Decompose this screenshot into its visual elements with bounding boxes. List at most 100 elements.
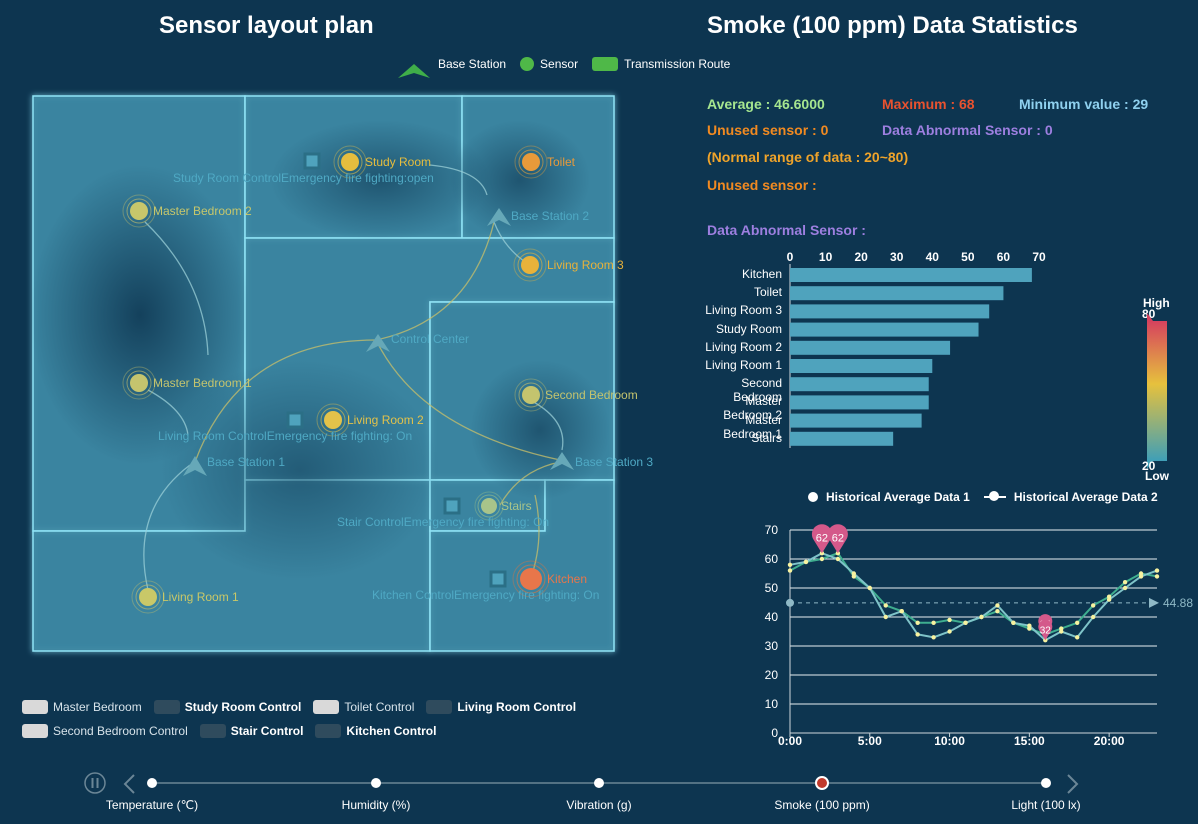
label-living-room-1: Living Room 1 <box>162 590 239 604</box>
bar-category-label: Stairs <box>751 430 782 445</box>
bottom-legend-label: Master Bedroom <box>53 700 142 714</box>
bottom-legend-item[interactable]: Kitchen Control <box>315 724 436 738</box>
stat-abnormal-label: Data Abnormal Sensor : <box>707 222 866 238</box>
legend-swatch-icon <box>22 724 48 738</box>
timeline-point[interactable] <box>594 778 604 788</box>
base-station-2-icon <box>487 208 511 226</box>
bar-category-label: Toilet <box>753 285 782 300</box>
study-control-icon <box>303 152 321 170</box>
bottom-legend-label: Stair Control <box>230 724 304 738</box>
legend-series-2-icon[interactable] <box>983 491 1006 501</box>
label-second-bedroom: Second Bedroom <box>545 388 638 402</box>
visual-map-top-handle-icon <box>1147 313 1153 321</box>
legend-sensor-label: Sensor <box>540 57 579 71</box>
visual-map-gradient[interactable] <box>1143 307 1173 472</box>
stat-abnormal-count: Data Abnormal Sensor : 0 <box>882 122 1053 138</box>
stair-control-icon <box>443 497 461 515</box>
legend-swatch-icon <box>199 724 226 738</box>
base-stations <box>183 208 574 476</box>
bar-category-label: Kitchen <box>741 267 782 281</box>
label-master-bedroom-1: Master Bedroom 1 <box>153 376 252 390</box>
timeline-label[interactable]: Light (100 lx) <box>1011 798 1081 812</box>
visual-map-high-label: High <box>1143 296 1170 310</box>
bottom-legend-item[interactable]: Master Bedroom <box>22 700 142 714</box>
legend-swatch-icon <box>313 700 340 714</box>
sensor-study-icon <box>333 145 367 179</box>
label-toilet: Toilet <box>547 155 576 169</box>
sensor-toilet-icon <box>514 145 548 179</box>
timeline-label[interactable]: Humidity (%) <box>341 798 411 812</box>
timeline-point[interactable] <box>815 776 829 790</box>
bottom-legend-item[interactable]: Stair Control <box>199 724 304 738</box>
legend-series-1-icon[interactable] <box>808 492 818 502</box>
bottom-legend-item[interactable]: Living Room Control <box>426 700 576 714</box>
bottom-legend-label: Second Bedroom Control <box>53 724 188 738</box>
stat-unused-label: Unused sensor : <box>707 177 817 193</box>
timeline-point[interactable] <box>1041 778 1051 788</box>
room-kitchen <box>429 479 615 652</box>
sensor-second-bedroom-icon <box>514 378 548 412</box>
bar-category-label: Master Bedroom 1 <box>723 412 782 441</box>
sensor-kitchen-icon <box>512 560 550 598</box>
label-study-room: Study Room <box>365 155 432 169</box>
legend-swatch-icon <box>153 700 180 714</box>
bar-category-label: Living Room 1 <box>705 358 782 372</box>
sensor-stairs-icon <box>474 491 504 521</box>
timeline-label[interactable]: Smoke (100 ppm) <box>774 798 870 812</box>
legend-swatch-icon <box>22 700 48 714</box>
stat-minimum: Minimum value : 29 <box>1019 96 1149 112</box>
kitchen-control-icon <box>489 570 507 588</box>
timeline-point[interactable] <box>147 778 157 788</box>
bottom-legend-item[interactable]: Second Bedroom Control <box>22 724 188 738</box>
label-living-room-3: Living Room 3 <box>547 258 624 272</box>
bar-category-label: Second Bedroom <box>733 376 782 405</box>
legend-swatch-icon <box>426 700 453 714</box>
timeline-prev-icon[interactable] <box>123 774 135 794</box>
stat-maximum: Maximum : 68 <box>882 96 975 112</box>
label-living-room-2: Living Room 2 <box>347 413 424 427</box>
timeline-label[interactable]: Temperature (℃) <box>105 798 199 812</box>
label-base-station-3: Base Station 3 <box>575 455 654 469</box>
legend-series-1-label[interactable]: Historical Average Data 1 <box>826 490 970 504</box>
sensor-master-bedroom-2-icon <box>122 194 156 228</box>
visual-map-low-label: Low <box>1145 469 1169 483</box>
timeline-next-icon[interactable] <box>1067 774 1079 794</box>
label-base-station-1: Base Station 1 <box>207 455 286 469</box>
legend-base-station[interactable]: Base Station <box>396 57 506 80</box>
sensor-dot-icon <box>520 57 535 71</box>
visual-map-bottom-handle-icon <box>1147 461 1153 469</box>
label-base-station-2: Base Station 2 <box>511 209 590 223</box>
play-pause-button[interactable] <box>84 772 106 794</box>
base-station-3-icon <box>550 452 574 470</box>
label-control-center: Control Center <box>391 332 470 346</box>
route-swatch-icon <box>592 57 619 71</box>
legend-route[interactable]: Transmission Route <box>592 57 730 71</box>
sensor-master-bedroom-1-icon <box>122 366 156 400</box>
bar-category-label: Study Room <box>715 321 782 336</box>
line-legend: Historical Average Data 1 Historical Ave… <box>808 490 1158 504</box>
bottom-legend: Master Bedroom Study Room Control Toilet C… <box>22 700 622 748</box>
bottom-legend-item[interactable]: Study Room Control <box>153 700 301 714</box>
stat-unused-count: Unused sensor : 0 <box>707 122 829 138</box>
timeline <box>84 772 1079 794</box>
legend-route-label: Transmission Route <box>624 57 731 71</box>
legend-series-2-label[interactable]: Historical Average Data 2 <box>1013 490 1158 504</box>
bottom-legend-label: Toilet Control <box>344 700 415 714</box>
timeline-label[interactable]: Vibration (g) <box>566 798 632 812</box>
legend-swatch-icon <box>315 724 342 738</box>
bottom-legend-item[interactable]: Toilet Control <box>313 700 414 714</box>
sensor-living-room-3-icon <box>513 248 547 282</box>
visual-map-max: 80 <box>1142 307 1156 321</box>
timeline-point[interactable] <box>371 778 381 788</box>
bar-category-label: Master Bedroom 2 <box>723 394 782 423</box>
bottom-legend-label: Living Room Control <box>457 700 577 714</box>
legend-sensor[interactable]: Sensor <box>520 57 578 71</box>
sensors <box>122 145 550 614</box>
sensor-living-room-2-icon <box>316 403 350 437</box>
statistics-title: Smoke (100 ppm) Data Statistics <box>707 12 1078 39</box>
label-kitchen-control: Kitchen ControlEmergency fire fighting: … <box>372 588 600 602</box>
bar-category-label: Living Room 2 <box>705 339 782 354</box>
bottom-legend-label: Kitchen Control <box>346 724 437 738</box>
floor-plan-title: Sensor layout plan <box>159 12 374 39</box>
